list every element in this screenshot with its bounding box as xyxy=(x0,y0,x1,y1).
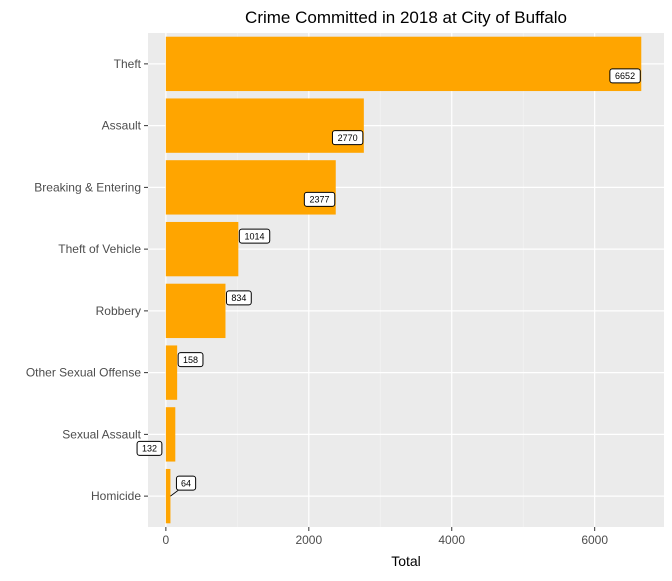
bar xyxy=(165,345,178,400)
data-label: 6652 xyxy=(615,71,635,81)
data-label: 158 xyxy=(183,355,198,365)
x-tick-label: 2000 xyxy=(295,533,322,547)
y-tick-label: Breaking & Entering xyxy=(34,180,141,194)
data-label: 132 xyxy=(142,444,157,454)
data-label-box xyxy=(225,290,252,306)
x-axis: 0 2000 4000 6000 xyxy=(163,527,608,547)
bars xyxy=(165,36,642,524)
bar xyxy=(165,221,239,277)
x-tick-label: 6000 xyxy=(581,533,608,547)
data-label-box xyxy=(175,475,197,491)
bar xyxy=(165,36,642,92)
data-label-box xyxy=(238,228,271,244)
x-tick-label: 4000 xyxy=(438,533,465,547)
y-tick-label: Theft xyxy=(114,57,142,71)
y-tick-label: Robbery xyxy=(96,304,141,318)
y-tick-label: Assault xyxy=(102,119,142,133)
data-labels: 6652 2770 2377 1014 834 158 132 64 xyxy=(136,68,641,497)
bar xyxy=(165,98,364,153)
data-label-box xyxy=(177,352,204,368)
y-tick-label: Homicide xyxy=(91,489,141,503)
data-label: 2377 xyxy=(310,195,330,205)
data-label-box xyxy=(136,440,163,456)
data-label-box xyxy=(331,130,364,146)
bar xyxy=(165,283,226,339)
y-tick-label: Sexual Assault xyxy=(62,427,141,441)
data-label: 2770 xyxy=(338,133,358,143)
data-label-leader xyxy=(170,489,179,497)
data-label-box xyxy=(609,68,641,84)
data-label: 834 xyxy=(231,293,246,303)
data-label: 64 xyxy=(181,478,191,488)
x-tick-label: 0 xyxy=(163,533,170,547)
x-axis-title: Total xyxy=(391,553,421,569)
chart-title: Crime Committed in 2018 at City of Buffa… xyxy=(245,8,567,27)
data-label: 1014 xyxy=(245,231,265,241)
y-tick-label: Other Sexual Offense xyxy=(26,366,142,380)
y-axis: Theft Assault Breaking & Entering Theft of … xyxy=(26,57,148,503)
bar xyxy=(165,468,171,524)
bar xyxy=(165,407,176,462)
data-label-box xyxy=(303,191,336,207)
y-tick-label: Theft of Vehicle xyxy=(58,242,141,256)
